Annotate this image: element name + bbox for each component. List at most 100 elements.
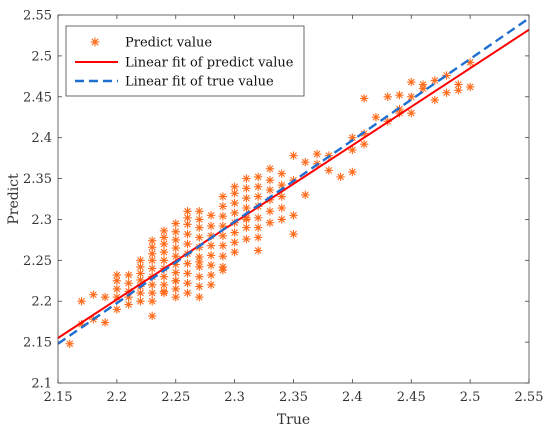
- data-point: [136, 297, 145, 306]
- data-point: [77, 297, 86, 306]
- fit-line-predict: [57, 28, 530, 339]
- data-point: [430, 76, 439, 85]
- legend-label-predict-value: Predict value: [125, 36, 212, 51]
- data-point: [301, 190, 310, 200]
- data-point: [253, 223, 263, 232]
- data-point: [395, 90, 404, 100]
- data-point: [171, 276, 180, 285]
- data-point: [289, 229, 298, 239]
- data-point: [348, 167, 357, 177]
- data-point: [324, 166, 334, 175]
- data-point: [277, 203, 286, 213]
- ticks-layer: 2.15 2.2 2.25 2.3 2.35 2.4 2.45 2.5 2.552.12.152…: [23, 9, 543, 406]
- data-point: [171, 243, 180, 253]
- data-point: [148, 264, 157, 273]
- data-point: [230, 198, 239, 208]
- data-point: [218, 231, 228, 240]
- data-point: [195, 272, 204, 281]
- legend: Predict value Linear fit of predict valu…: [65, 25, 305, 97]
- y-tick-label: 2.45: [23, 90, 52, 105]
- plot-frame: [57, 14, 530, 384]
- data-point: [89, 290, 98, 299]
- data-point: [171, 292, 180, 302]
- data-point: [171, 284, 180, 294]
- data-point: [183, 207, 192, 216]
- data-point: [112, 270, 122, 280]
- data-point: [159, 226, 169, 236]
- data-point: [148, 280, 157, 290]
- data-point: [206, 221, 216, 231]
- data-point: [171, 235, 180, 245]
- data-point: [148, 311, 157, 321]
- data-point: [206, 241, 216, 250]
- data-point: [171, 227, 180, 236]
- data-point: [418, 80, 428, 89]
- x-tick-label: 2.3: [224, 390, 245, 405]
- data-point: [206, 280, 216, 290]
- data-point: [183, 269, 192, 278]
- legend-label-fit-true: Linear fit of true value: [125, 75, 274, 90]
- data-point: [289, 211, 298, 220]
- data-point: [253, 182, 263, 191]
- data-point: [359, 140, 369, 149]
- data-point: [253, 172, 263, 182]
- y-tick-label: 2.5: [31, 49, 52, 64]
- data-point: [195, 223, 204, 232]
- data-point: [265, 218, 275, 227]
- data-point: [136, 256, 145, 265]
- data-point: [183, 229, 192, 239]
- data-point: [100, 292, 110, 302]
- data-point: [242, 215, 251, 224]
- y-tick-label: 2.2: [31, 295, 52, 310]
- y-tick-label: 2.15: [23, 336, 52, 351]
- data-point: [183, 239, 192, 249]
- data-point: [230, 247, 239, 257]
- data-point: [348, 145, 357, 155]
- data-point: [206, 270, 216, 280]
- data-point: [124, 279, 133, 288]
- data-point: [65, 339, 74, 348]
- data-point: [159, 256, 169, 265]
- data-point: [183, 259, 192, 268]
- y-tick-label: 2.4: [31, 131, 52, 146]
- x-tick-label: 2.45: [397, 390, 426, 405]
- data-point: [206, 211, 216, 220]
- data-point: [277, 215, 286, 224]
- data-point: [454, 80, 463, 89]
- legend-asterisk-mark: [90, 37, 100, 47]
- legend-label-fit-predict: Linear fit of predict value: [125, 56, 294, 71]
- data-point: [206, 251, 216, 260]
- data-point: [171, 268, 180, 277]
- data-point: [183, 288, 192, 298]
- scatter-points: [65, 58, 475, 348]
- data-point: [218, 241, 228, 250]
- data-point: [242, 203, 251, 213]
- data-point: [265, 207, 275, 216]
- data-point: [218, 192, 228, 201]
- y-tick-label: 2.25: [23, 254, 52, 269]
- data-point: [159, 247, 169, 257]
- data-point: [148, 249, 157, 258]
- data-point: [206, 261, 216, 270]
- legend-asterisk-icon: [90, 37, 100, 47]
- data-point: [430, 95, 439, 105]
- data-point: [195, 215, 204, 224]
- data-point: [218, 252, 228, 261]
- data-point: [148, 236, 157, 245]
- data-point: [195, 233, 204, 242]
- data-point: [242, 223, 251, 232]
- data-point: [218, 202, 228, 211]
- data-point: [112, 305, 122, 314]
- data-point: [277, 169, 286, 178]
- data-point: [265, 164, 275, 173]
- data-point: [242, 193, 251, 203]
- data-point: [230, 182, 239, 191]
- data-point: [159, 280, 169, 290]
- x-axis-title: True: [277, 412, 310, 428]
- data-point: [112, 284, 122, 294]
- data-point: [230, 228, 239, 237]
- y-tick-label: 2.35: [23, 172, 52, 187]
- data-point: [465, 82, 475, 92]
- data-point: [171, 219, 180, 228]
